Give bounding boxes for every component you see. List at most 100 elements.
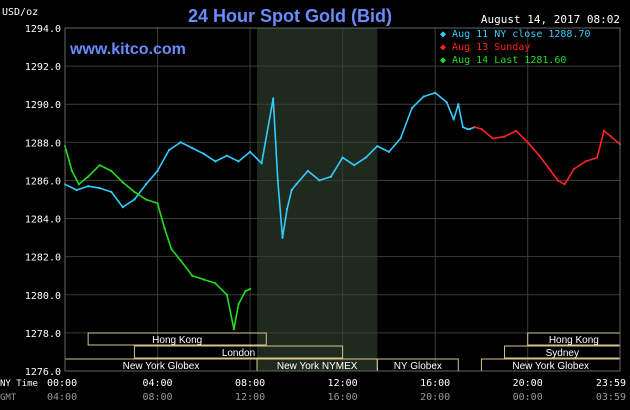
series-point xyxy=(191,274,194,277)
series-point xyxy=(133,198,136,201)
x-tick-label-gmt: 03:59 xyxy=(596,392,626,403)
session-label: Hong Kong xyxy=(152,335,202,346)
series-point xyxy=(163,226,166,230)
x-tick-label-gmt: 08:00 xyxy=(142,392,172,403)
series-point xyxy=(156,202,159,205)
series-point xyxy=(202,278,205,281)
x-tick-label-gmt: 16:00 xyxy=(328,392,358,403)
session-label: New York Globex xyxy=(512,361,589,372)
session-label: Hong Kong xyxy=(549,335,599,346)
series-point xyxy=(87,185,90,188)
x-tick-label-gmt: 12:00 xyxy=(235,392,265,403)
y-tick-label: 1284.0 xyxy=(25,215,61,226)
series-point xyxy=(468,127,471,131)
legend-item-ny-close: ◆ Aug 11 NY close 1288.70 xyxy=(440,29,591,40)
series-point xyxy=(572,167,576,171)
series-point xyxy=(295,183,298,186)
series-point xyxy=(110,169,113,173)
series-point xyxy=(191,146,194,150)
series-point xyxy=(584,160,587,163)
series-point xyxy=(609,135,613,138)
series-point xyxy=(461,125,465,129)
series-point xyxy=(70,169,74,173)
y-tick-label: 1290.0 xyxy=(25,100,61,111)
series-point xyxy=(480,127,483,131)
series-point xyxy=(179,259,182,262)
series-point xyxy=(538,154,541,157)
series-point xyxy=(376,145,379,148)
session-box xyxy=(133,345,344,359)
series-point xyxy=(473,125,476,129)
series-point xyxy=(445,101,448,104)
x-tick-label-ny: 00:00 xyxy=(47,378,77,389)
series-point xyxy=(225,154,229,157)
x-tick-label-gmt: 20:00 xyxy=(420,392,450,403)
series-point xyxy=(491,137,495,140)
y-tick-label: 1282.0 xyxy=(25,253,61,264)
legend-item-sunday: ◆ Aug 13 Sunday xyxy=(440,42,530,53)
series-point xyxy=(318,179,321,182)
series-point xyxy=(276,179,279,182)
x-tick-label-ny: 23:59 xyxy=(596,378,626,389)
series-point xyxy=(77,183,80,186)
legend-item-last: ◆ Aug 14 Last 1281.60 xyxy=(440,55,566,66)
y-tick-label: 1286.0 xyxy=(25,176,61,187)
series-point xyxy=(364,156,367,159)
series-point xyxy=(214,160,217,163)
series-point xyxy=(329,175,333,178)
series-point xyxy=(260,162,263,165)
series-point xyxy=(214,282,217,285)
series-point xyxy=(121,181,124,184)
series-point xyxy=(503,135,506,138)
unit-label: USD/oz xyxy=(2,7,38,18)
plot-border xyxy=(64,27,621,372)
session-label: New York Globex xyxy=(123,361,200,372)
series-point xyxy=(156,169,159,173)
series-point xyxy=(225,293,229,296)
series-point xyxy=(202,152,205,155)
series-point xyxy=(410,106,414,110)
series-point xyxy=(144,183,148,186)
series-point xyxy=(144,198,148,201)
series-point xyxy=(272,97,275,100)
nymex-session-band xyxy=(257,28,378,371)
x-tick-label-gmt: 04:00 xyxy=(47,392,77,403)
y-tick-label: 1276.0 xyxy=(25,367,61,378)
series-point xyxy=(290,188,293,192)
website-link[interactable]: www.kitco.com xyxy=(69,41,186,58)
series-point xyxy=(526,141,529,144)
legend: ◆ Aug 11 NY close 1288.70 ◆ Aug 13 Sunda… xyxy=(440,29,591,66)
ny-time-axis-label: NY Time xyxy=(0,379,38,389)
series-point xyxy=(110,190,113,193)
x-tick-label-ny: 16:00 xyxy=(420,378,450,389)
y-tick-label: 1294.0 xyxy=(25,24,61,35)
series-point xyxy=(353,164,356,167)
series-point xyxy=(75,188,78,192)
series-point xyxy=(281,236,284,239)
session-label: New York NYMEX xyxy=(277,361,358,372)
series-point xyxy=(98,186,101,190)
series-point xyxy=(168,148,171,152)
series-line xyxy=(474,126,621,186)
series-point xyxy=(595,156,599,159)
series-point xyxy=(170,247,173,251)
series-point xyxy=(399,137,402,140)
series-point xyxy=(244,289,247,293)
series-point xyxy=(457,103,460,106)
x-tick-label-ny: 08:00 xyxy=(235,378,265,389)
series-point xyxy=(387,150,390,153)
series-point xyxy=(121,206,124,209)
timestamp: August 14, 2017 08:02 xyxy=(481,13,620,26)
series-point xyxy=(87,175,90,178)
series-point xyxy=(452,118,455,121)
session-label: NY Globex xyxy=(394,361,442,372)
y-tick-label: 1278.0 xyxy=(25,329,61,340)
series-point xyxy=(556,179,559,182)
x-tick-label-ny: 12:00 xyxy=(328,378,358,389)
x-tick-label-ny: 20:00 xyxy=(513,378,543,389)
session-label: London xyxy=(222,348,255,359)
series-point xyxy=(133,190,136,193)
series-point xyxy=(563,183,566,186)
series-point xyxy=(248,287,252,291)
